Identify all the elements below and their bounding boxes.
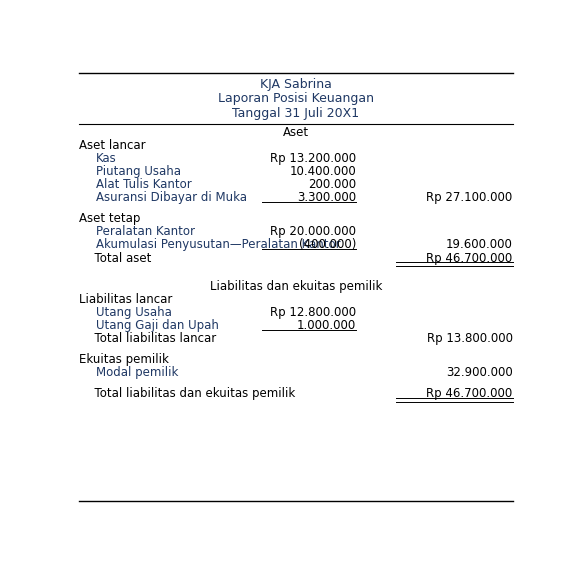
Text: 19.600.000: 19.600.000 bbox=[445, 238, 512, 251]
Text: Liabilitas dan ekuitas pemilik: Liabilitas dan ekuitas pemilik bbox=[209, 280, 382, 293]
Text: Total aset: Total aset bbox=[87, 251, 152, 265]
Text: Modal pemilik: Modal pemilik bbox=[96, 366, 178, 380]
Text: 32.900.000: 32.900.000 bbox=[446, 366, 512, 380]
Text: Aset lancar: Aset lancar bbox=[79, 139, 145, 152]
Text: Alat Tulis Kantor: Alat Tulis Kantor bbox=[96, 179, 192, 191]
Text: Utang Gaji dan Upah: Utang Gaji dan Upah bbox=[96, 319, 219, 332]
Text: Rp 20.000.000: Rp 20.000.000 bbox=[270, 225, 356, 238]
Text: Aset tetap: Aset tetap bbox=[79, 212, 140, 225]
Text: (400.000): (400.000) bbox=[299, 238, 356, 251]
Text: Aset: Aset bbox=[283, 126, 309, 139]
Text: Asuransi Dibayar di Muka: Asuransi Dibayar di Muka bbox=[96, 192, 247, 204]
Text: Rp 12.800.000: Rp 12.800.000 bbox=[270, 306, 356, 319]
Text: Total liabilitas lancar: Total liabilitas lancar bbox=[87, 332, 216, 345]
Text: 3.300.000: 3.300.000 bbox=[297, 192, 356, 204]
Text: Laporan Posisi Keuangan: Laporan Posisi Keuangan bbox=[218, 92, 374, 105]
Text: Rp 46.700.000: Rp 46.700.000 bbox=[426, 387, 512, 400]
Text: Piutang Usaha: Piutang Usaha bbox=[96, 166, 181, 178]
Text: Rp 13.200.000: Rp 13.200.000 bbox=[270, 152, 356, 165]
Text: Rp 46.700.000: Rp 46.700.000 bbox=[426, 251, 512, 265]
Text: Liabilitas lancar: Liabilitas lancar bbox=[79, 293, 172, 306]
Text: Rp 13.800.000: Rp 13.800.000 bbox=[426, 332, 512, 345]
Text: Ekuitas pemilik: Ekuitas pemilik bbox=[79, 353, 168, 366]
Text: Tanggal 31 Juli 20X1: Tanggal 31 Juli 20X1 bbox=[232, 107, 359, 120]
Text: 1.000.000: 1.000.000 bbox=[297, 319, 356, 332]
Text: Utang Usaha: Utang Usaha bbox=[96, 306, 172, 319]
Text: Kas: Kas bbox=[96, 152, 117, 165]
Text: Rp 27.100.000: Rp 27.100.000 bbox=[426, 192, 512, 204]
Text: Akumulasi Penyusutan—Peralatan Kantor: Akumulasi Penyusutan—Peralatan Kantor bbox=[96, 238, 340, 251]
Text: Total liabilitas dan ekuitas pemilik: Total liabilitas dan ekuitas pemilik bbox=[87, 387, 295, 400]
Text: 200.000: 200.000 bbox=[308, 179, 356, 191]
Text: Peralatan Kantor: Peralatan Kantor bbox=[96, 225, 195, 238]
Text: 10.400.000: 10.400.000 bbox=[289, 166, 356, 178]
Text: KJA Sabrina: KJA Sabrina bbox=[260, 77, 332, 90]
